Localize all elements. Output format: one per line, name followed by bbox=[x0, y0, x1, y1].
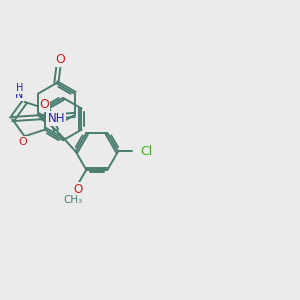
Text: Cl: Cl bbox=[140, 145, 153, 158]
Text: O: O bbox=[74, 183, 82, 196]
Text: H: H bbox=[16, 83, 23, 93]
Text: NH: NH bbox=[47, 112, 65, 125]
Text: O: O bbox=[55, 53, 65, 66]
Text: O: O bbox=[40, 98, 50, 111]
Text: CH₃: CH₃ bbox=[63, 195, 82, 205]
Text: O: O bbox=[18, 137, 27, 147]
Text: N: N bbox=[15, 91, 23, 100]
